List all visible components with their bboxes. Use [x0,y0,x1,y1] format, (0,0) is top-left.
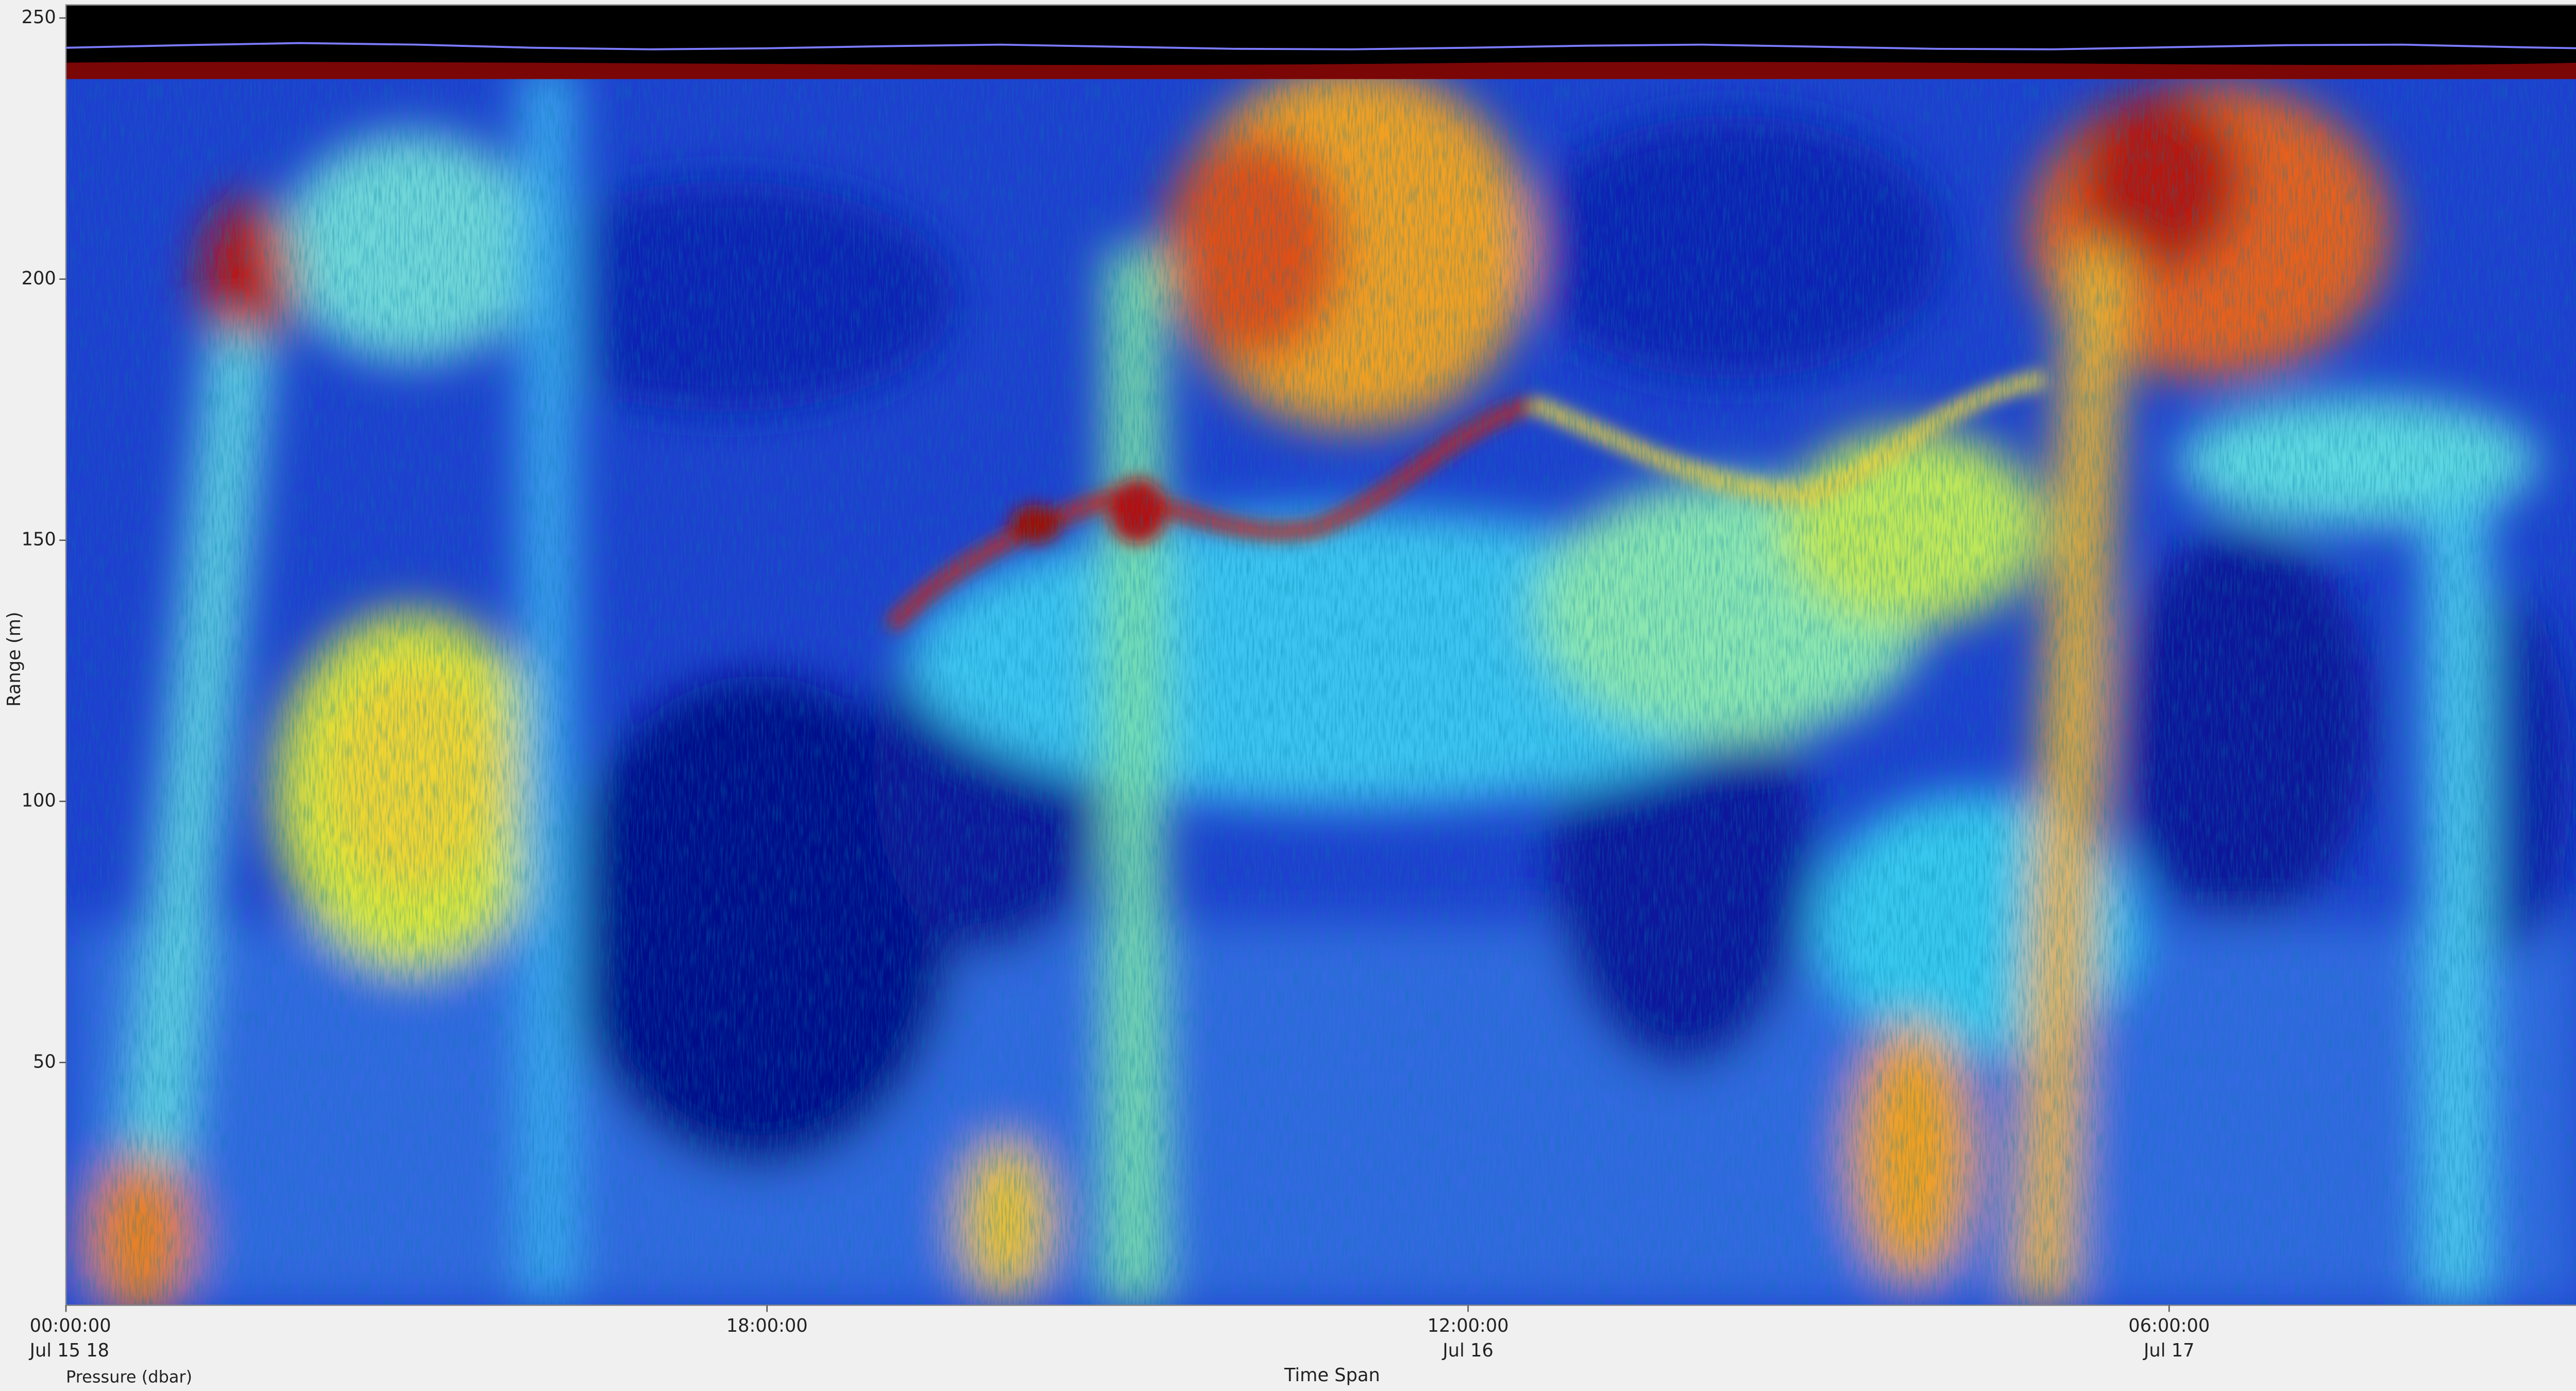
pressure-line [65,42,2576,50]
x-tick-date: Jul 16 [1442,1340,1493,1361]
legend-entry: Pressure (dbar) [66,1367,192,1386]
echogram [66,5,2576,1305]
y-tick-label: 200 [22,268,56,289]
plot-frame [65,4,2576,1306]
y-axis-label: Range (m) [4,612,25,706]
x-tick-label: 12:00:00 [1427,1315,1509,1336]
x-axis-label: Time Span [1284,1365,1380,1386]
x-tick-label: 18:00:00 [726,1315,808,1336]
y-tick-label: 100 [22,790,56,811]
x-tick-label: 00:00:00 [30,1315,111,1336]
x-tick-label: 06:00:00 [2128,1315,2210,1336]
x-tick-date: Jul 17 [2143,1340,2194,1361]
y-tick-label: 50 [33,1051,56,1072]
y-tick-label: 250 [22,7,56,28]
y-tick-label: 150 [22,529,56,550]
x-tick-date: Jul 15 18 [29,1340,109,1361]
